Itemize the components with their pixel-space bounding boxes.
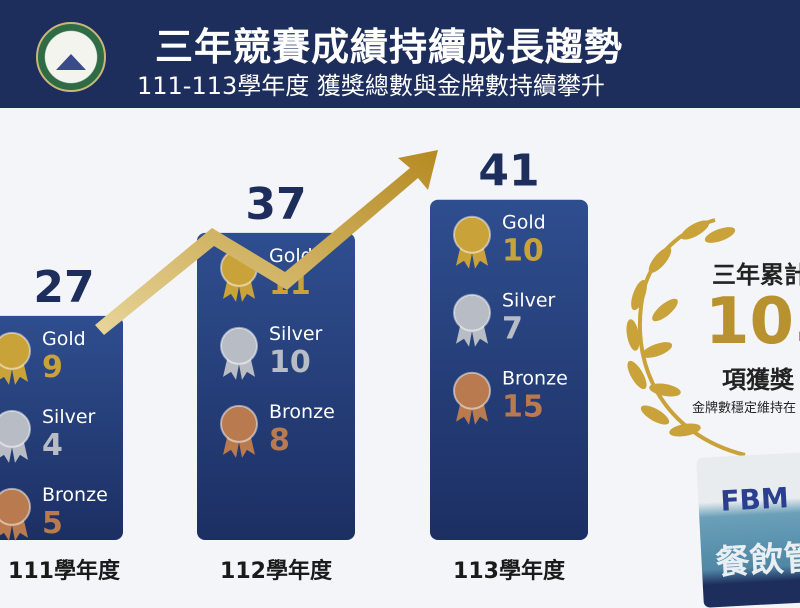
silver-medal-icon (453, 293, 491, 332)
page-subtitle: 111-113學年度 獲獎總數與金牌數持續攀升 (137, 72, 605, 100)
silver-medal-icon (220, 326, 258, 365)
medal-count: 5 (42, 506, 63, 541)
medal-count: 4 (42, 428, 63, 463)
banner-text: 餐飲管 (714, 537, 800, 584)
bar-113學年度 (430, 199, 588, 540)
school-logo (36, 22, 106, 92)
medal-count: 8 (269, 423, 290, 458)
medal-name: Silver (269, 323, 323, 345)
fbm-logo: FBM (719, 481, 790, 518)
summary-total: 105 (705, 285, 800, 359)
medal-name: Gold (502, 212, 546, 234)
bronze-medal-icon (0, 487, 31, 526)
category-label: 113學年度 (453, 558, 566, 584)
page-title: 三年競賽成績持續成長趨勢 (155, 25, 624, 69)
medal-name: Silver (42, 406, 96, 428)
fbm-banner-photo: FBM 餐飲管 (696, 452, 800, 608)
total-label: 41 (478, 146, 539, 197)
category-label: 111學年度 (8, 558, 121, 584)
summary-label: 三年累計 (712, 261, 800, 289)
medal-count: 7 (502, 312, 523, 347)
medal-name: Bronze (502, 368, 568, 390)
total-label: 37 (245, 179, 306, 230)
silver-medal-icon (0, 409, 31, 448)
bar-112學年度 (197, 232, 355, 540)
summary-unit: 項獲獎 (722, 366, 794, 394)
bronze-medal-icon (220, 404, 258, 443)
medal-name: Bronze (269, 401, 335, 423)
header: 三年競賽成績持續成長趨勢 111-113學年度 獲獎總數與金牌數持續攀升 (0, 0, 800, 108)
total-label: 27 (33, 262, 94, 313)
gold-medal-icon (0, 331, 31, 370)
gold-medal-icon (453, 215, 491, 254)
medal-name: Bronze (42, 484, 108, 506)
medal-name: Silver (502, 290, 556, 312)
medal-count: 10 (269, 345, 311, 380)
medal-count: 9 (42, 350, 63, 385)
category-label: 112學年度 (220, 558, 333, 584)
bar-111學年度 (0, 315, 123, 540)
medal-count: 10 (502, 234, 544, 269)
bronze-medal-icon (453, 371, 491, 410)
summary-note: 金牌數穩定維持在 (692, 401, 797, 416)
laurel-wreath-icon (626, 218, 746, 457)
medal-count: 15 (502, 390, 544, 425)
medal-name: Gold (42, 328, 86, 350)
